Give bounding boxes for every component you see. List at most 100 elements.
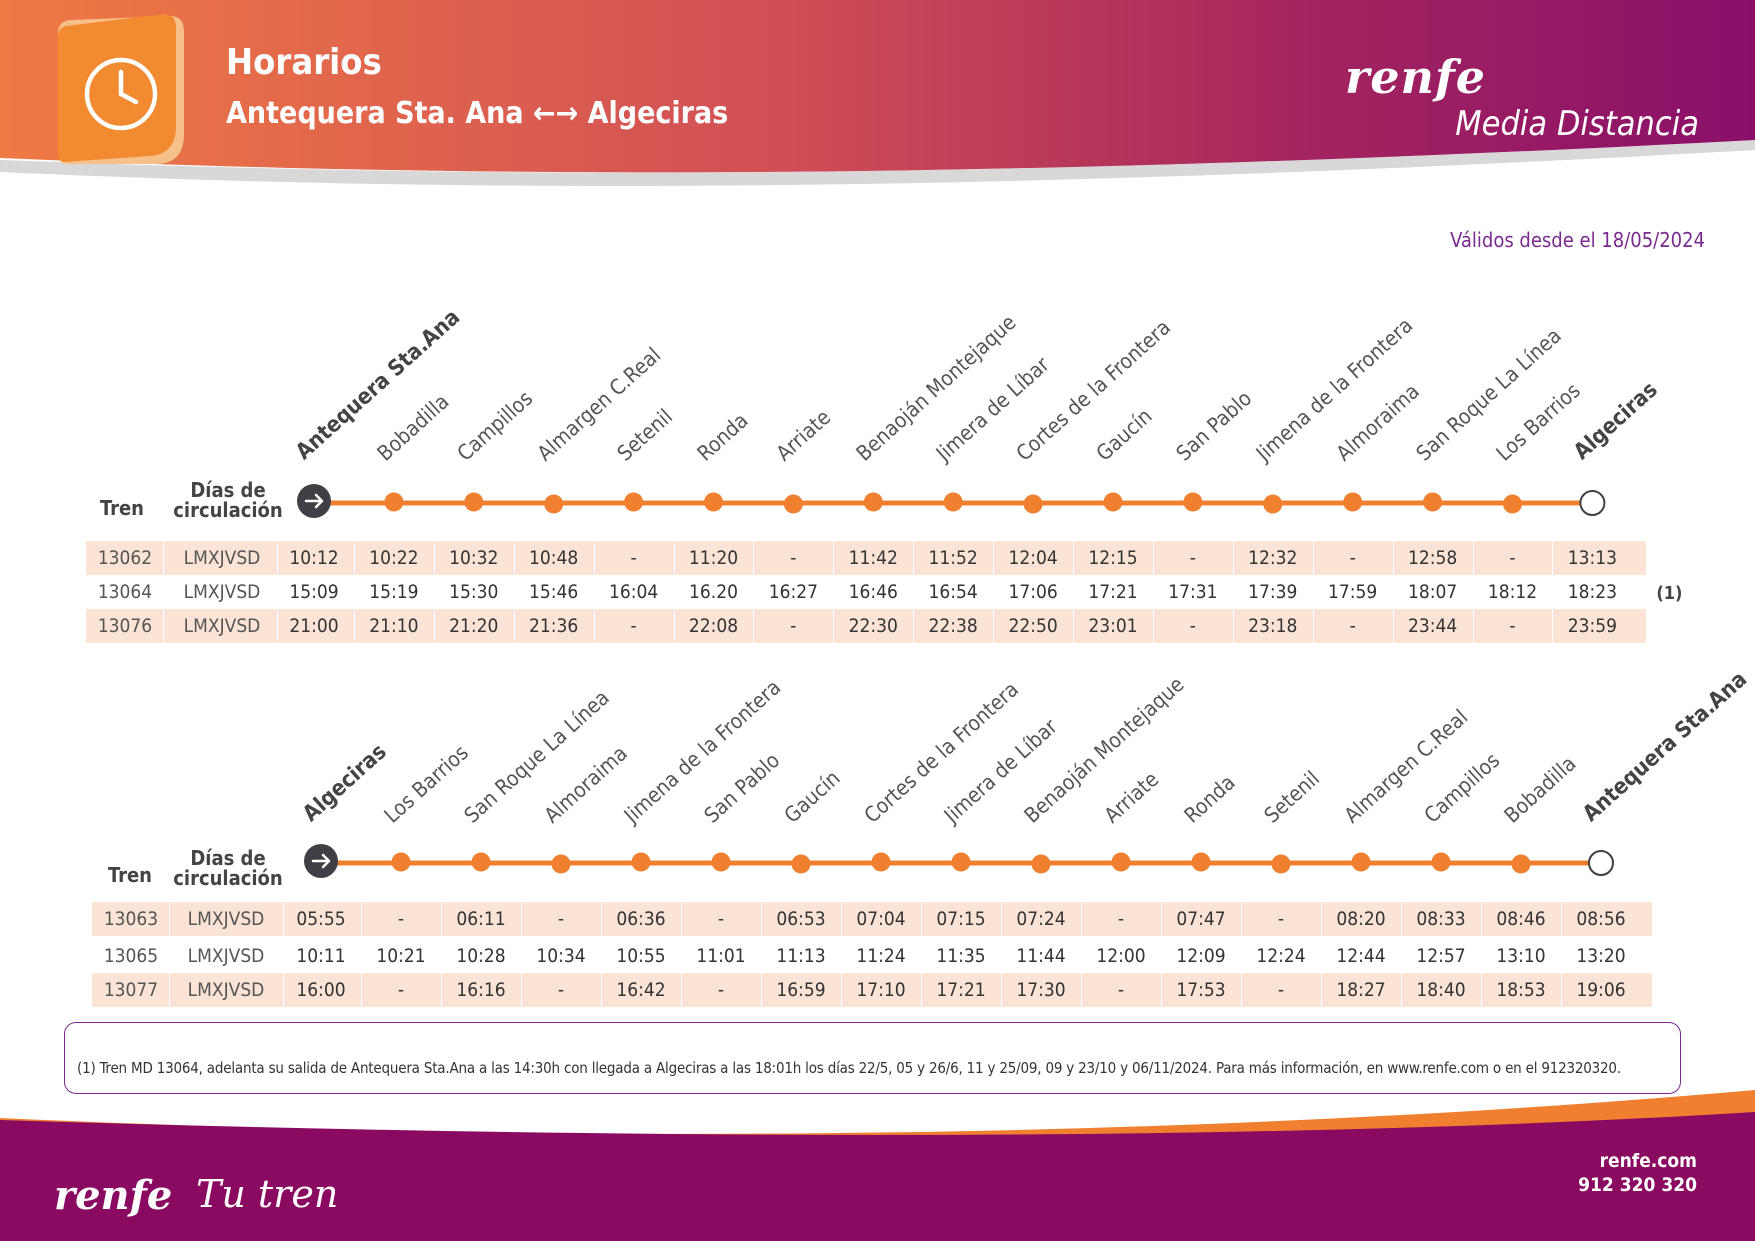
time-cell: 11:24 (856, 945, 906, 967)
time-cell: - (717, 908, 725, 930)
column-separator (761, 902, 762, 936)
station-dot (791, 854, 811, 874)
column-separator (513, 609, 515, 643)
end-station-marker (1579, 490, 1606, 516)
operating-days: LMXJVSD (183, 615, 261, 637)
time-cell: 22:50 (1008, 615, 1058, 637)
time-cell: 17:10 (856, 979, 906, 1001)
column-separator (601, 973, 602, 1007)
row-shading (86, 541, 1646, 575)
column-separator (841, 973, 842, 1007)
operating-days: LMXJVSD (183, 547, 261, 569)
time-cell: - (1117, 908, 1125, 930)
station-dot (391, 852, 411, 872)
arrow-right-icon (311, 853, 331, 869)
column-separator (521, 973, 522, 1007)
time-cell: 17:21 (936, 979, 986, 1001)
column-header-days: Días de circulación (168, 848, 288, 888)
column-separator (921, 973, 922, 1007)
column-separator (993, 609, 995, 643)
column-header-days: Días de circulación (168, 480, 288, 520)
column-separator (163, 541, 164, 575)
time-cell: 10:22 (369, 547, 419, 569)
column-separator (593, 609, 595, 643)
column-header-train: Tren (108, 863, 152, 887)
column-separator (1392, 609, 1394, 643)
brand-subtitle: Media Distancia (1455, 104, 1699, 144)
time-cell: - (397, 908, 405, 930)
valid-from-date: Válidos desde el 18/05/2024 (1450, 228, 1705, 252)
time-cell: 17:06 (1008, 581, 1058, 603)
time-cell: 22:08 (688, 615, 739, 637)
train-number: 13064 (97, 581, 153, 603)
time-cell: - (1349, 547, 1356, 569)
column-separator (1001, 902, 1002, 936)
station-dot (863, 492, 883, 512)
time-cell: 12:44 (1336, 945, 1386, 967)
column-separator (441, 902, 442, 936)
station-dot (551, 854, 571, 874)
column-header-days-line2: circulación (173, 866, 283, 890)
column-separator (1401, 973, 1402, 1007)
column-separator (1401, 902, 1402, 936)
column-separator (513, 541, 515, 575)
page-title: Horarios (226, 42, 382, 83)
time-cell: 08:56 (1576, 908, 1626, 930)
station-dot (1023, 494, 1043, 514)
column-separator (1073, 541, 1075, 575)
column-separator (1081, 902, 1082, 936)
time-cell: 12:32 (1248, 547, 1298, 569)
time-cell: 16.20 (689, 581, 738, 603)
train-number: 13076 (97, 615, 153, 637)
station-dot (624, 492, 644, 512)
column-separator (761, 973, 762, 1007)
station-dot (1271, 854, 1291, 874)
footer-renfe-logo: renfe (54, 1172, 173, 1219)
header-banner: Horarios Antequera Sta. Ana ←→ Algeciras… (0, 0, 1755, 205)
time-cell: - (1509, 547, 1516, 569)
column-separator (521, 902, 522, 936)
station-dot (631, 852, 651, 872)
column-separator (681, 973, 682, 1007)
time-cell: 22:30 (848, 615, 898, 637)
column-separator (1561, 902, 1562, 936)
time-cell: 17:21 (1088, 581, 1138, 603)
table-row: 13076 LMXJVSD 21:00 21:10 21:20 21:36 - 22:08 - 2… (0, 609, 1755, 643)
column-separator (833, 609, 835, 643)
route-title: Antequera Sta. Ana ←→ Algeciras (226, 96, 728, 131)
station-dot (1431, 852, 1451, 872)
table-row: 13064 LMXJVSD 15:09 15:19 15:30 15:46 16:04 16.… (0, 575, 1755, 609)
column-separator (913, 541, 915, 575)
column-separator (1561, 973, 1562, 1007)
time-cell: 12:15 (1088, 547, 1138, 569)
time-cell: 10:48 (529, 547, 579, 569)
column-separator (681, 902, 682, 936)
footer-background (0, 1090, 1755, 1241)
footer-website[interactable]: renfe.com (1599, 1150, 1697, 1172)
time-cell: 19:06 (1576, 979, 1626, 1001)
column-separator (841, 902, 842, 936)
route-to: Algeciras (587, 96, 729, 131)
station-dot (1111, 852, 1131, 872)
time-cell: 16:59 (776, 979, 826, 1001)
time-cell: 21:20 (449, 615, 499, 637)
time-cell: 07:47 (1176, 908, 1226, 930)
footer-phone[interactable]: 912 320 320 (1578, 1174, 1697, 1196)
column-separator (913, 609, 915, 643)
column-header-days-line2: circulación (173, 498, 283, 522)
time-cell: 11:35 (936, 945, 986, 967)
time-cell: 07:15 (936, 908, 986, 930)
time-cell: 11:20 (688, 547, 739, 569)
column-separator (1161, 973, 1162, 1007)
time-cell: - (1189, 615, 1196, 637)
column-separator (433, 609, 435, 643)
time-cell: 15:09 (289, 581, 339, 603)
time-cell: 18:23 (1567, 581, 1618, 603)
time-cell: - (1277, 979, 1285, 1001)
time-cell: 21:36 (529, 615, 579, 637)
column-separator (1241, 973, 1242, 1007)
column-separator (283, 902, 284, 936)
time-cell: - (1349, 615, 1356, 637)
station-dot (943, 492, 963, 512)
